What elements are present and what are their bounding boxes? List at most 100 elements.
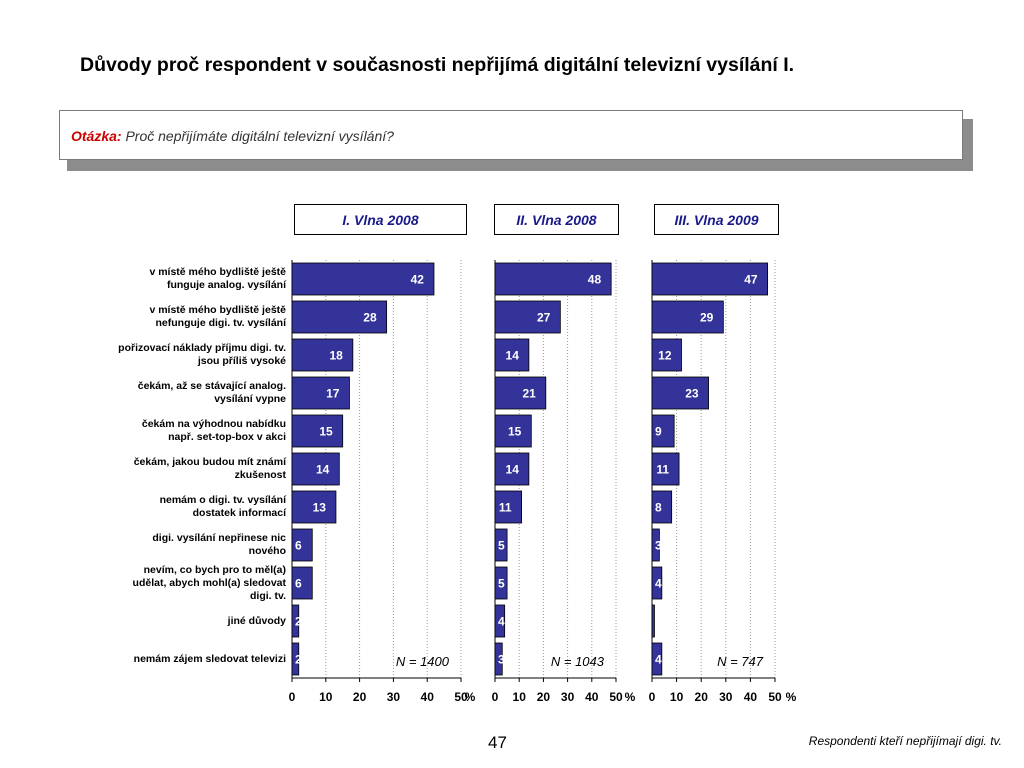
bar-value-label: 27: [537, 311, 551, 325]
bar-value-label: 42: [411, 273, 425, 287]
x-tick-label: 10: [319, 690, 333, 704]
x-tick-label: 40: [421, 690, 435, 704]
bar: [651, 490, 673, 524]
bar-value-label: 6: [295, 577, 302, 591]
x-tick-label: 50: [609, 690, 623, 704]
x-tick-label: 30: [387, 690, 401, 704]
bar: [651, 566, 663, 600]
x-tick-label: 40: [585, 690, 599, 704]
bar-value-label: 18: [329, 349, 343, 363]
bar-value-label: 47: [744, 273, 758, 287]
bar-value-label: 3: [498, 653, 505, 667]
bar-value-label: 12: [658, 349, 672, 363]
footnote: Respondenti kteří nepřijímají digi. tv.: [808, 734, 1002, 748]
bar-value-label: 5: [498, 539, 505, 553]
bar: [494, 262, 612, 296]
bar-value-label: 8: [655, 501, 662, 515]
category-label: v místě mého bydliště ještě nefunguje di…: [149, 304, 286, 329]
sample-size-label: N = 747: [717, 654, 764, 669]
bar: [291, 338, 354, 372]
bar-value-label: 6: [295, 539, 302, 553]
bar-value-label: 14: [506, 349, 520, 363]
category-label: jiné důvody: [227, 614, 286, 627]
bar-value-label: 14: [506, 463, 520, 477]
question-label: Otázka:: [71, 128, 122, 144]
bar: [291, 452, 340, 486]
x-unit-label: %: [465, 690, 476, 704]
bar: [651, 452, 680, 486]
bar: [651, 376, 709, 410]
bar: [494, 338, 530, 372]
question-text-line: Otázka: Proč nepřijímáte digitální telev…: [71, 128, 394, 144]
category-label: čekám, až se stávající analog. vysílání …: [137, 380, 286, 405]
question-box: Otázka: Proč nepřijímáte digitální telev…: [59, 110, 963, 160]
x-tick-label: 40: [744, 690, 758, 704]
x-tick-label: 20: [695, 690, 709, 704]
question-text: Proč nepřijímáte digitální televizní vys…: [125, 128, 394, 144]
bar: [494, 376, 547, 410]
x-tick-label: 50: [768, 690, 782, 704]
bar: [291, 642, 300, 676]
x-tick-label: 20: [353, 690, 367, 704]
bar: [291, 528, 313, 562]
bar-value-label: 29: [700, 311, 714, 325]
bar: [291, 376, 350, 410]
bar-value-label: 4: [655, 577, 662, 591]
bar: [651, 604, 655, 638]
page-title: Důvody proč respondent v současnosti nep…: [80, 54, 795, 76]
bar-value-label: 21: [522, 387, 536, 401]
x-unit-label: %: [625, 690, 636, 704]
bar-value-label: 28: [363, 311, 377, 325]
bar: [651, 262, 769, 296]
bar-value-label: 17: [326, 387, 340, 401]
x-tick-label: 30: [719, 690, 733, 704]
category-label: v místě mého bydliště ještě funguje anal…: [149, 266, 286, 291]
bar-value-label: 15: [508, 425, 522, 439]
bar-value-label: 13: [313, 501, 327, 515]
bar-value-label: 3: [655, 539, 662, 553]
bar: [291, 566, 313, 600]
category-label: čekám, jakou budou mít známí zkušenost: [133, 456, 286, 481]
sample-size-label: N = 1400: [396, 654, 450, 669]
bar: [291, 490, 337, 524]
bar-value-label: 2: [295, 615, 302, 629]
bar: [494, 452, 530, 486]
category-label: čekám na výhodnou nabídku např. set-top-…: [141, 418, 286, 443]
bar: [494, 414, 532, 448]
bar-value-label: 11: [656, 463, 669, 477]
bar: [494, 490, 523, 524]
bar: [651, 338, 682, 372]
bar: [494, 300, 561, 334]
wave-3-header: III. Vlna 2009: [654, 204, 779, 235]
x-tick-label: 50: [454, 690, 468, 704]
x-tick-label: 20: [537, 690, 551, 704]
bar-value-label: 48: [588, 273, 602, 287]
bar-value-label: 5: [498, 577, 505, 591]
bar: [494, 566, 508, 600]
bar: [651, 300, 724, 334]
x-tick-label: 30: [561, 690, 575, 704]
bar: [651, 642, 663, 676]
page-number: 47: [488, 733, 507, 752]
category-label: digi. vysílání nepřinese nic nového: [152, 532, 286, 557]
category-label: nevím, co bych pro to měl(a) udělat, aby…: [132, 563, 286, 602]
bar-value-label: 11: [499, 501, 512, 515]
x-tick-label: 10: [670, 690, 684, 704]
bar-value-label: 2: [295, 653, 302, 667]
sample-size-label: N = 1043: [551, 654, 605, 669]
bar: [291, 300, 388, 334]
bar-value-label: 15: [319, 425, 333, 439]
bar: [494, 642, 503, 676]
bar: [291, 414, 344, 448]
bar-value-label: 4: [498, 615, 505, 629]
x-unit-label: %: [786, 690, 797, 704]
category-label: pořizovací náklady příjmu digi. tv. jsou…: [118, 342, 286, 367]
bar: [494, 528, 508, 562]
bar-value-label: 14: [316, 463, 330, 477]
category-label: nemám zájem sledovat televizi: [133, 652, 286, 665]
bar: [291, 604, 300, 638]
bar: [494, 604, 506, 638]
bar: [291, 262, 435, 296]
wave-2-header: II. Vlna 2008: [494, 204, 619, 235]
